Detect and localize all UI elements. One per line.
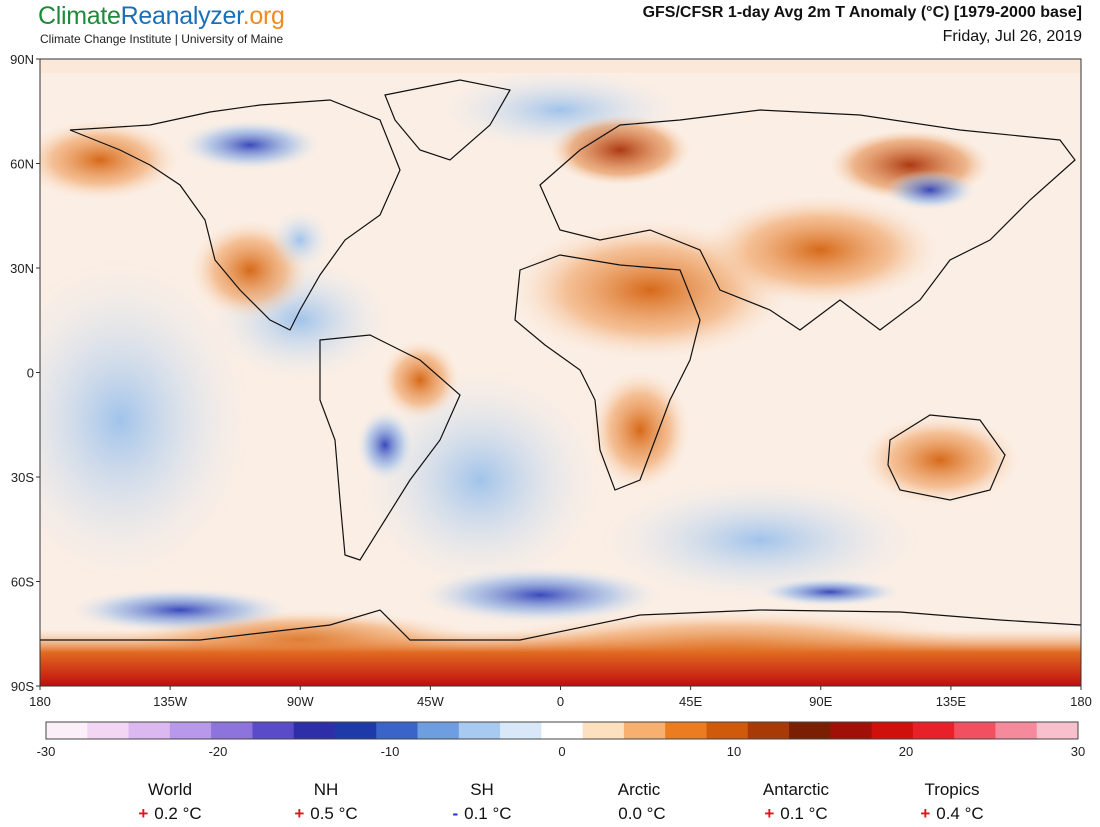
longitude-labels: 180 135W 90W 45W 0 45E 90E 135E 180 [29,686,1092,709]
colorbar-swatch [871,722,914,739]
colorbar-swatch [954,722,996,739]
colorbar-swatch [1036,722,1079,739]
stat-sign: + [764,804,775,823]
colorbar-swatch [582,722,625,739]
colorbar-label: -20 [209,744,228,759]
stat-tropics: Tropics +0.4 °C [882,780,1022,824]
lon-label: 135E [936,694,967,709]
colorbar-label: 0 [558,744,565,759]
colorbar-swatch [665,722,707,739]
colorbar-swatch [293,722,336,739]
stat-sign: + [294,804,305,823]
colorbar-swatch [706,722,749,739]
stat-sign: - [452,804,459,823]
colorbar-label: -30 [37,744,56,759]
map-title: GFS/CFSR 1-day Avg 2m T Anomaly (°C) [19… [642,4,1082,21]
stat-value: 0.2 °C [154,804,202,823]
brand-subtitle: Climate Change Institute | University of… [40,32,284,46]
stat-value: 0.1 °C [780,804,828,823]
stat-name: Antarctic [762,780,830,799]
colorbar-swatch [417,722,460,739]
anomaly-map: 90N 60N 30N 0 30S 60S 90S 180 135W 90W 45W 0 45E 90E… [10,52,1092,759]
colorbar-swatch [912,722,955,739]
coastlines [40,79,1081,641]
colorbar-swatch [747,722,790,739]
stat-name: NH [313,780,339,799]
stat-value: 0.5 °C [310,804,358,823]
brand-logo[interactable]: ClimateReanalyzer.org [38,2,285,31]
brand-part-reanalyzer: Reanalyzer [120,2,243,30]
colorbar-swatch [500,722,542,739]
stat-antarctic: Antarctic +0.1 °C [726,780,866,824]
lon-label: 180 [29,694,51,709]
lon-label: 180 [1070,694,1092,709]
colorbar-label: 30 [1071,744,1085,759]
stat-name: SH [470,780,494,799]
colorbar-swatch [87,722,130,739]
lon-label: 45E [679,694,702,709]
colorbar-swatch [46,722,88,739]
lon-label: 90W [287,694,314,709]
colorbar-swatch [458,722,501,739]
brand-part-climate: Climate [38,2,121,30]
colorbar-swatch [995,722,1038,739]
stat-value: 0.1 °C [464,804,512,823]
lon-label: 0 [557,694,564,709]
stat-sign: + [138,804,149,823]
stat-name: Arctic [617,780,661,799]
colorbar-swatch [128,722,171,739]
stat-sign: + [920,804,931,823]
lat-label: 60N [10,157,34,172]
stat-value: 0.4 °C [936,804,984,823]
lon-label: 45W [417,694,444,709]
colorbar-swatch [830,722,873,739]
colorbar-swatch [211,722,253,739]
colorbar-label: 10 [727,744,741,759]
latitude-labels: 90N 60N 30N 0 30S 60S 90S [10,52,40,694]
colorbar-swatch [376,722,419,739]
brand-part-org: .org [242,2,285,30]
colorbar-swatch [789,722,831,739]
colorbar-swatch [252,722,295,739]
lat-label: 60S [11,575,34,590]
lat-label: 0 [27,366,34,381]
colorbar-swatch [623,722,666,739]
anomaly-field [40,59,1081,686]
stat-name: Tropics [924,780,980,799]
lon-label: 90E [809,694,832,709]
colorbar-label: 20 [899,744,913,759]
colorbar-label: -10 [381,744,400,759]
stat-value: 0.0 °C [618,804,666,823]
colorbar-swatch [334,722,377,739]
colorbar-tick-labels: -30 -20 -10 0 10 20 30 [37,744,1086,759]
stat-name: World [147,780,193,799]
lat-label: 90S [11,679,34,694]
lat-label: 30S [11,470,34,485]
colorbar-swatch [541,722,584,739]
stat-sh: SH -0.1 °C [412,780,552,824]
stat-world: World +0.2 °C [100,780,240,824]
map-date: Friday, Jul 26, 2019 [942,28,1082,45]
colorbar [45,721,1079,740]
regional-stats: World +0.2 °C NH +0.5 °C SH -0.1 °C Arct… [0,780,1100,827]
lat-label: 30N [10,261,34,276]
colorbar-frame [45,721,1079,740]
stat-nh: NH +0.5 °C [256,780,396,824]
stat-arctic: Arctic 0.0 °C [569,780,709,824]
lon-label: 135W [153,694,188,709]
colorbar-swatch [169,722,212,739]
lat-label: 90N [10,52,34,67]
